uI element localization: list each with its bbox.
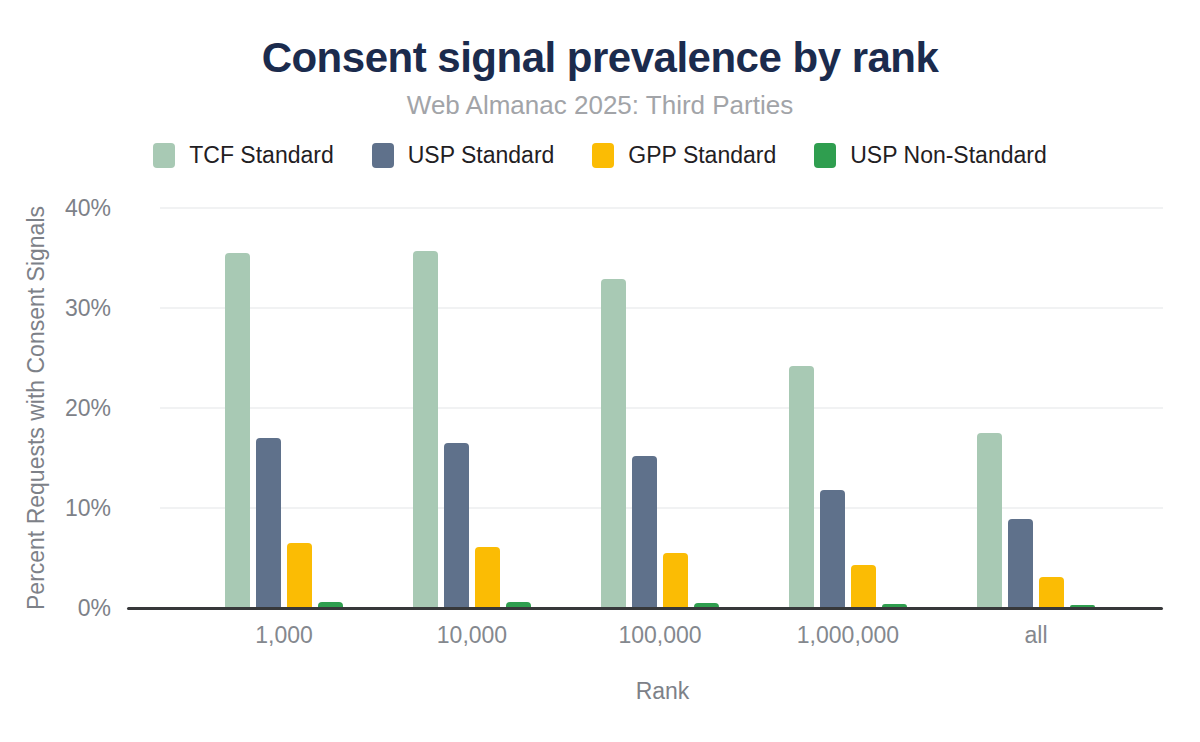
y-tick-label: 30% [0,295,111,322]
y-tick-label: 40% [0,195,111,222]
chart-title: Consent signal prevalence by rank [0,34,1200,82]
y-tick-label: 10% [0,495,111,522]
legend: TCF Standard USP Standard GPP Standard USP … [0,142,1200,169]
chart-canvas: Consent signal prevalence by rank Web Al… [0,0,1200,742]
plot-area: 40%30%20%10%0%1,00010,000100,0001,000,00… [160,208,1163,608]
bar [663,553,688,607]
x-tick-label: 100,000 [560,622,760,649]
legend-item: USP Non-Standard [814,142,1046,169]
legend-item: GPP Standard [592,142,776,169]
chart-subtitle: Web Almanac 2025: Third Parties [0,90,1200,121]
bar [977,433,1002,607]
bar [225,253,250,607]
x-axis-title: Rank [161,678,1164,705]
gridline [160,207,1163,209]
bar [601,279,626,607]
bar-group [977,433,1095,607]
x-tick-label: 10,000 [372,622,572,649]
bar [820,490,845,607]
bar [789,366,814,607]
legend-label: USP Non-Standard [850,142,1046,169]
bar [851,565,876,607]
legend-label: USP Standard [408,142,555,169]
legend-label: GPP Standard [628,142,776,169]
bar-group [789,366,907,607]
bar-group [225,253,343,607]
bar [256,438,281,607]
y-tick-label: 20% [0,395,111,422]
bar [882,604,907,607]
bar [632,456,657,607]
bar-group [601,279,719,607]
bar [475,547,500,607]
x-tick-label: 1,000 [184,622,384,649]
x-axis-line [127,607,1163,610]
bar [1039,577,1064,607]
bar [694,603,719,607]
legend-item: USP Standard [372,142,555,169]
bar [318,602,343,607]
bar [1070,605,1095,607]
legend-swatch-icon [592,143,614,168]
legend-swatch-icon [372,143,394,168]
legend-label: TCF Standard [189,142,333,169]
legend-swatch-icon [814,143,836,168]
legend-swatch-icon [153,143,175,168]
bar [1008,519,1033,607]
bar [444,443,469,607]
bar [287,543,312,607]
legend-item: TCF Standard [153,142,333,169]
x-tick-label: 1,000,000 [748,622,948,649]
bar [506,602,531,607]
bar [413,251,438,607]
y-tick-label: 0% [0,595,111,622]
x-tick-label: all [936,622,1136,649]
bar-group [413,251,531,607]
